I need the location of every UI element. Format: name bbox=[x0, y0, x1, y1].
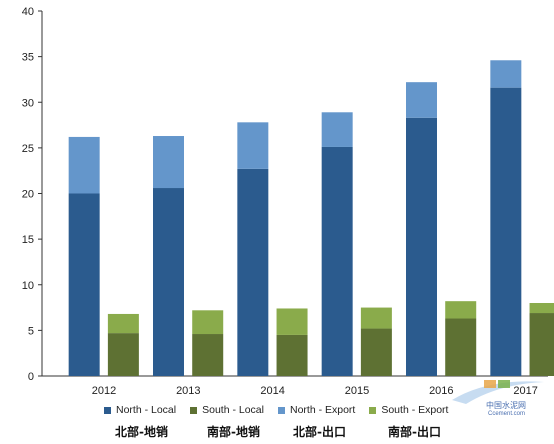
bar-north-export-2012 bbox=[68, 136, 100, 194]
bar-south-export-2017 bbox=[529, 303, 554, 314]
y-tick-label: 30 bbox=[22, 97, 34, 109]
bar-south-local-2012 bbox=[107, 333, 139, 376]
bar-north-local-2016 bbox=[406, 117, 437, 376]
bar-south-export-2015 bbox=[360, 307, 392, 329]
cn-label-south-export: 南部-出口 bbox=[388, 425, 441, 439]
cn-label-south-local: 南部-地销 bbox=[207, 425, 260, 439]
watermark-subtext: Ccement.com bbox=[488, 411, 526, 417]
legend-item-south-export: South - Export bbox=[369, 404, 448, 416]
bar-north-local-2017 bbox=[490, 87, 522, 377]
legend-label: North - Export bbox=[289, 404, 356, 416]
y-tick-label: 5 bbox=[28, 325, 34, 337]
y-tick-label: 25 bbox=[22, 143, 34, 155]
bar-south-local-2014 bbox=[276, 334, 308, 376]
bar-north-local-2015 bbox=[321, 146, 353, 376]
legend-label: South - Local bbox=[202, 404, 264, 416]
y-tick-label: 10 bbox=[22, 280, 34, 292]
bar-north-export-2014 bbox=[237, 122, 269, 169]
x-tick-label: 2017 bbox=[513, 385, 537, 397]
chinese-legend-annotations: 北部-地销 南部-地销 北部-出口 南部-出口 bbox=[0, 423, 554, 441]
y-tick-label: 40 bbox=[22, 6, 34, 18]
cn-label-north-local: 北部-地销 bbox=[115, 425, 168, 439]
legend-item-north-local: North - Local bbox=[104, 404, 176, 416]
watermark-swoosh-icon bbox=[452, 380, 544, 404]
bar-south-local-2013 bbox=[192, 334, 224, 376]
bar-north-local-2012 bbox=[68, 193, 100, 376]
chart-area: 0 5 10 15 20 25 30 35 40 2012 2013 2014 2015 2016 2017 bbox=[22, 6, 554, 397]
watermark-logo: 中国水泥网 Ccement.com bbox=[448, 370, 548, 425]
legend-item-south-local: South - Local bbox=[190, 404, 264, 416]
bar-north-export-2013 bbox=[153, 136, 184, 189]
y-tick-label: 15 bbox=[22, 234, 34, 246]
x-tick-label: 2014 bbox=[260, 385, 284, 397]
x-tick-label: 2015 bbox=[345, 385, 369, 397]
bar-south-export-2016 bbox=[445, 301, 477, 319]
legend-label: North - Local bbox=[116, 404, 177, 416]
legend-swatch bbox=[190, 406, 198, 414]
y-tick-label: 0 bbox=[28, 371, 34, 383]
x-tick-label: 2016 bbox=[429, 385, 453, 397]
cn-label-north-export: 北部-出口 bbox=[293, 425, 346, 439]
bar-south-local-2017 bbox=[529, 313, 554, 376]
bar-north-export-2017 bbox=[490, 60, 522, 88]
bar-north-export-2016 bbox=[406, 82, 437, 118]
bar-south-export-2014 bbox=[276, 308, 308, 335]
bar-south-local-2016 bbox=[445, 318, 477, 376]
legend: North - Local South - Local North - Expo… bbox=[104, 404, 448, 416]
legend-swatch bbox=[369, 406, 377, 414]
bar-south-local-2015 bbox=[360, 328, 392, 376]
legend-swatch bbox=[277, 406, 285, 414]
x-tick-label: 2012 bbox=[92, 385, 116, 397]
watermark-text: 中国水泥网 bbox=[486, 401, 526, 410]
bar-south-export-2012 bbox=[107, 313, 139, 334]
y-tick-label: 35 bbox=[22, 52, 34, 64]
bar-north-local-2014 bbox=[237, 168, 269, 376]
legend-item-north-export: North - Export bbox=[277, 404, 356, 416]
legend-label: South - Export bbox=[381, 404, 449, 416]
x-tick-label: 2013 bbox=[176, 385, 200, 397]
y-tick-label: 20 bbox=[22, 189, 34, 201]
bar-north-local-2013 bbox=[153, 188, 184, 376]
bar-south-export-2013 bbox=[192, 310, 224, 335]
bar-north-export-2015 bbox=[321, 112, 353, 147]
legend-swatch bbox=[104, 406, 111, 414]
